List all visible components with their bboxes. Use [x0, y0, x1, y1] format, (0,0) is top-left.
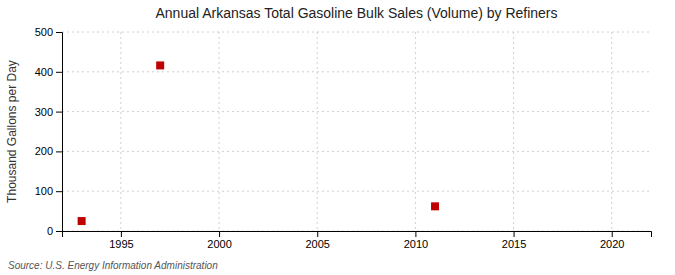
tick-mark [56, 112, 62, 113]
tick: 0 [47, 225, 62, 237]
tick: 2000 [207, 231, 231, 250]
tick-label: 300 [35, 106, 53, 118]
tick: 300 [35, 106, 62, 118]
tick: 2010 [404, 231, 428, 250]
axis-line [63, 232, 652, 238]
tick-mark [56, 151, 62, 152]
grid-line-x [120, 32, 121, 231]
tick: 1995 [109, 231, 133, 250]
tick: 2005 [305, 231, 329, 250]
grid-line-x [219, 32, 220, 231]
tick-label: 0 [47, 225, 53, 237]
grid [62, 32, 651, 231]
tick-mark [219, 231, 220, 237]
tick-mark [121, 231, 122, 237]
tick-label: 400 [35, 66, 53, 78]
tick-mark [56, 191, 62, 192]
tick-label: 1995 [109, 238, 133, 250]
tick: 2015 [502, 231, 526, 250]
x-axis: 1995 2000 2005 2010 2015 2020 [63, 231, 652, 250]
y-axis: 0 100 200 300 400 500 [35, 26, 63, 237]
tick: 500 [35, 26, 62, 38]
tick: 400 [35, 66, 62, 78]
title: Annual Arkansas Total Gasoline Bulk Sale… [155, 5, 557, 21]
tick-mark [415, 231, 416, 237]
axis-line [56, 33, 63, 232]
tick-label: 2005 [305, 238, 329, 250]
tick-label: 100 [35, 185, 53, 197]
plot-area: 1995 2000 2005 2010 2015 2020 0 100 200 300 400 500 [35, 26, 652, 250]
grid-line-x [415, 32, 416, 231]
point [78, 217, 86, 225]
tick: 200 [35, 145, 62, 157]
tick-label: 2020 [600, 238, 624, 250]
grid-line-y [62, 191, 651, 192]
grid-line-y [62, 151, 651, 152]
tick-mark [612, 231, 613, 237]
tick-label: 2000 [207, 238, 231, 250]
tick-mark [514, 231, 515, 237]
tick-label: 200 [35, 145, 53, 157]
tick-label: 2010 [404, 238, 428, 250]
grid-line-x [513, 32, 514, 231]
y-axis-label: Thousand Gallons per Day [5, 60, 19, 203]
tick-mark [56, 231, 62, 232]
tick-mark [56, 72, 62, 73]
grid-line-y [62, 71, 651, 72]
chart: 1995 2000 2005 2010 2015 2020 0 100 200 300 400 500… [0, 0, 675, 275]
point [156, 61, 164, 69]
tick: 2020 [600, 231, 624, 250]
grid-line-x [611, 32, 612, 231]
grid-line-y [62, 32, 651, 33]
source-note: Source: U.S. Energy Information Administ… [8, 260, 218, 271]
grid-line-x [317, 32, 318, 231]
tick-label: 500 [35, 26, 53, 38]
grid-line-y [62, 111, 651, 112]
point [431, 202, 439, 210]
points [78, 61, 439, 225]
tick-mark [317, 231, 318, 237]
tick-mark [56, 32, 62, 33]
tick: 100 [35, 185, 62, 197]
tick-label: 2015 [502, 238, 526, 250]
